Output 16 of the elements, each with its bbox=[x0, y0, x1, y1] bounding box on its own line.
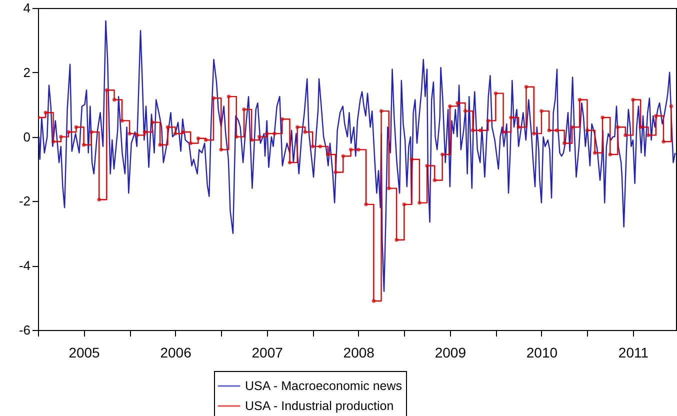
y-tick-label: 4 bbox=[23, 0, 30, 16]
x-tick-label: 2008 bbox=[343, 344, 375, 360]
x-tick-label: 2005 bbox=[68, 344, 100, 360]
legend-label: USA - Industrial production bbox=[245, 399, 394, 413]
y-tick-label: -4 bbox=[18, 258, 30, 274]
line-series bbox=[38, 20, 676, 292]
y-tick-label: 2 bbox=[23, 64, 30, 80]
y-tick-label: -6 bbox=[18, 322, 30, 338]
x-tick-label: 2006 bbox=[160, 344, 192, 360]
x-tick-label: 2007 bbox=[252, 344, 284, 360]
x-tick-label: 2009 bbox=[434, 344, 466, 360]
x-tick-label: 2011 bbox=[618, 344, 649, 360]
y-tick-label: -2 bbox=[18, 194, 30, 209]
legend-label: USA - Macroeconomic news bbox=[245, 379, 402, 393]
x-tick-label: 2010 bbox=[526, 344, 558, 360]
y-tick-label: 0 bbox=[23, 129, 30, 144]
